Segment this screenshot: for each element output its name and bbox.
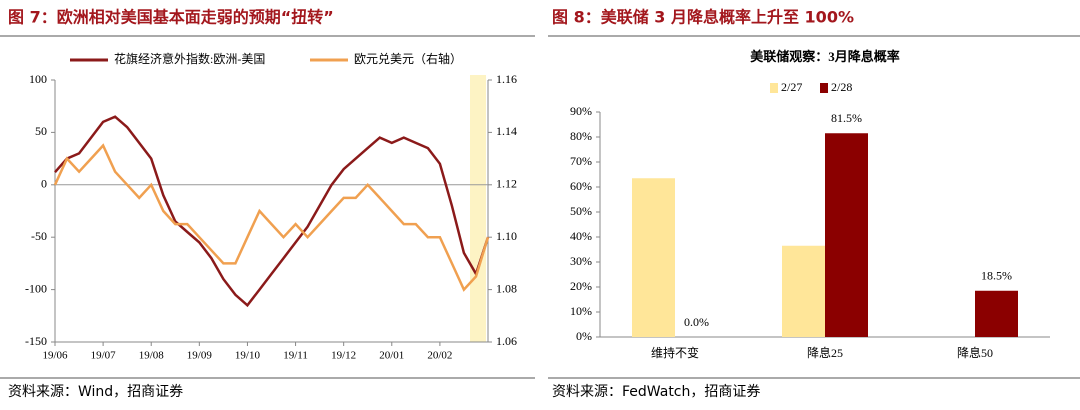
y2-tick-label: 1.06	[496, 334, 517, 348]
x-tick-label: 20/01	[379, 350, 404, 362]
legend-swatch	[820, 83, 828, 93]
bar	[825, 133, 868, 337]
source: 资料来源：FedWatch，招商证券	[552, 384, 760, 400]
value-label: 0.0%	[684, 315, 709, 329]
y-tick-label: 70%	[570, 154, 592, 168]
x-tick-label: 19/07	[91, 350, 117, 362]
y-tick-label: 100	[29, 72, 47, 86]
bar	[782, 245, 825, 337]
y-tick-label: 50%	[570, 204, 592, 218]
figure-title: 图 8：美联储 3 月降息概率上升至 100%	[552, 8, 854, 27]
y2-tick-label: 1.12	[496, 177, 517, 191]
y2-tick-label: 1.08	[496, 281, 517, 295]
x-tick-label: 19/11	[283, 350, 308, 362]
y-tick-label: 40%	[570, 229, 592, 243]
legend-swatch	[770, 83, 778, 93]
x-tick-label: 降息50	[957, 345, 993, 360]
x-tick-label: 19/12	[331, 350, 356, 362]
x-tick-label: 19/06	[42, 350, 68, 362]
highlight-band	[470, 75, 486, 342]
data-line	[53, 143, 490, 292]
y-tick-label: 30%	[570, 254, 592, 268]
x-tick-label: 19/10	[235, 350, 261, 362]
bar	[632, 178, 675, 337]
y-tick-label: 50	[35, 124, 47, 138]
source: 资料来源：Wind，招商证券	[8, 384, 183, 400]
data-line	[54, 115, 490, 308]
legend-label: 2/28	[831, 80, 852, 94]
x-tick-label: 19/08	[139, 350, 165, 362]
bar	[975, 290, 1018, 337]
value-label: 81.5%	[831, 111, 862, 125]
y-tick-label: 10%	[570, 304, 592, 318]
x-tick-label: 降息25	[807, 345, 843, 360]
y-tick-label: 0	[41, 177, 47, 191]
y2-tick-label: 1.10	[496, 229, 517, 243]
y-tick-label: 90%	[570, 104, 592, 118]
y2-tick-label: 1.16	[496, 72, 517, 86]
y-tick-label: 20%	[570, 279, 592, 293]
value-label: 18.5%	[981, 269, 1012, 283]
x-tick-label: 20/02	[427, 350, 452, 362]
y-tick-label: -150	[25, 334, 47, 348]
legend-label: 2/27	[781, 80, 802, 94]
y-tick-label: 0%	[576, 329, 592, 343]
y-tick-label: 60%	[570, 179, 592, 193]
x-tick-label: 19/09	[187, 350, 213, 362]
legend-label: 欧元兑美元（右轴）	[354, 51, 462, 66]
chart-title: 美联储观察：3月降息概率	[750, 49, 900, 64]
y-tick-label: 80%	[570, 129, 592, 143]
figure-title: 图 7：欧洲相对美国基本面走弱的预期“扭转”	[8, 8, 334, 27]
y-tick-label: -50	[31, 229, 47, 243]
legend-label: 花旗经济意外指数:欧洲-美国	[114, 51, 265, 66]
y-tick-label: -100	[25, 281, 47, 295]
y2-tick-label: 1.14	[496, 124, 517, 138]
x-tick-label: 维持不变	[651, 345, 699, 360]
